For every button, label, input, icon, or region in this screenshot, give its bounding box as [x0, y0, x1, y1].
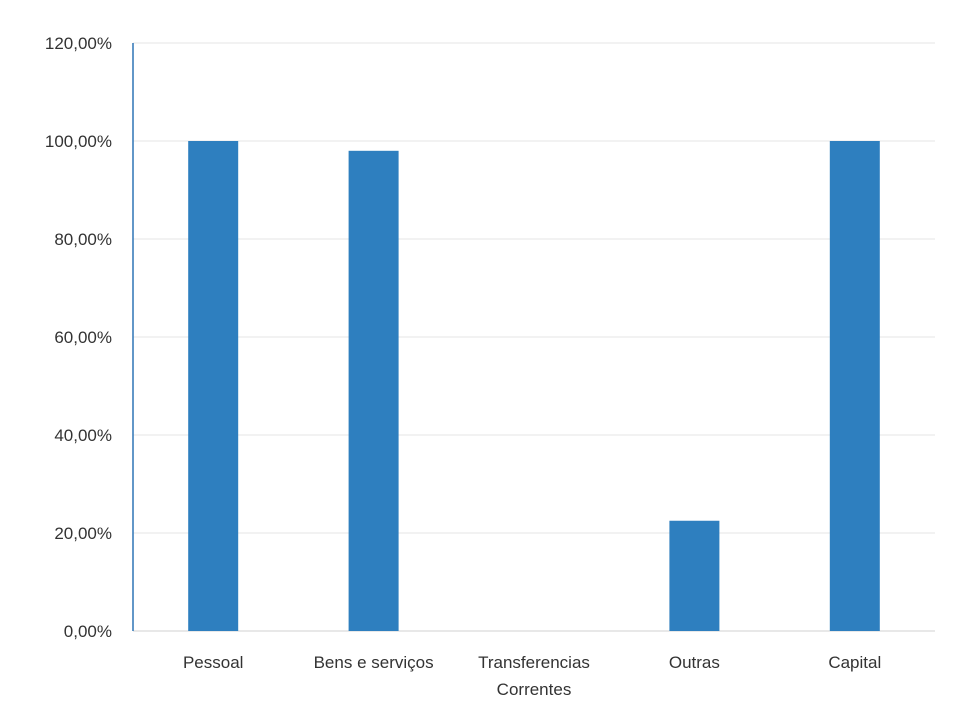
y-tick-label: 60,00%	[54, 328, 112, 347]
y-tick-label: 80,00%	[54, 230, 112, 249]
y-tick-label: 100,00%	[45, 132, 112, 151]
bar	[829, 141, 880, 631]
bars	[188, 141, 880, 632]
x-axis-labels: Pessoal Bens e serviços Transferencias Corr…	[183, 653, 881, 699]
x-category-label: Bens e serviços	[314, 653, 434, 672]
x-category-label: Capital	[828, 653, 881, 672]
x-category-label: Outras	[669, 653, 720, 672]
x-category-label: Correntes	[497, 680, 572, 699]
bar	[348, 150, 399, 632]
bar	[669, 520, 720, 631]
y-tick-label: 40,00%	[54, 426, 112, 445]
y-tick-label: 0,00%	[64, 622, 112, 641]
x-category-label: Pessoal	[183, 653, 243, 672]
y-axis-ticks: 0,00% 20,00% 40,00% 60,00% 80,00% 100,00% 120,…	[45, 34, 112, 641]
bar	[188, 141, 239, 631]
y-tick-label: 20,00%	[54, 524, 112, 543]
y-tick-label: 120,00%	[45, 34, 112, 53]
x-category-label: Transferencias	[478, 653, 590, 672]
grid-lines	[133, 42, 935, 632]
